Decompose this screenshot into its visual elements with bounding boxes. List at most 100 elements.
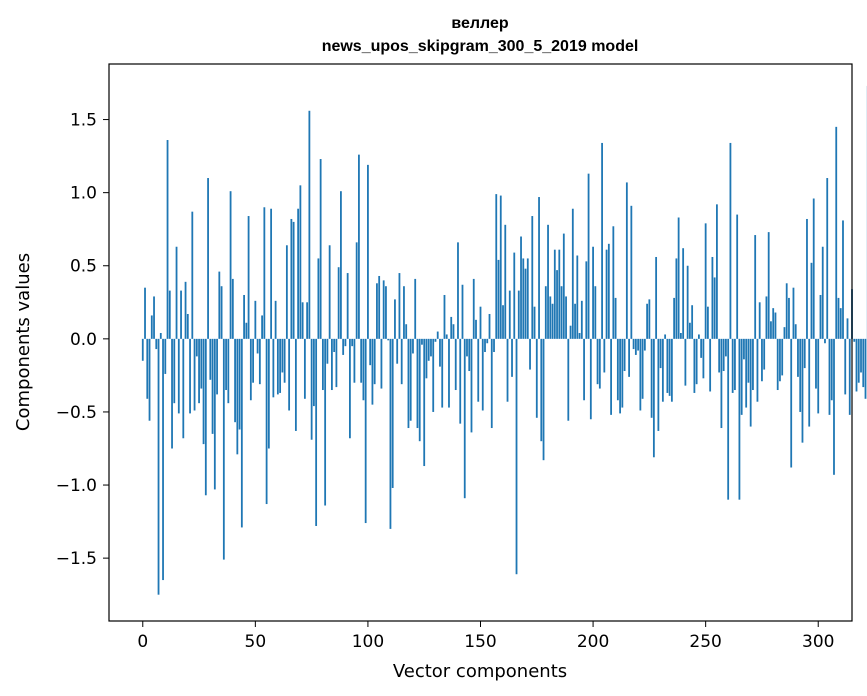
bar-component-95 — [355, 242, 358, 339]
bar-component-48 — [249, 338, 252, 401]
bar-component-80 — [321, 338, 324, 391]
bar-component-70 — [299, 185, 302, 339]
bar-component-238 — [677, 217, 680, 339]
bar-component-210 — [614, 297, 617, 339]
bar-component-124 — [421, 338, 423, 345]
bar-component-309 — [837, 297, 840, 339]
bar-component-213 — [621, 338, 624, 408]
bar-component-112 — [394, 299, 396, 339]
bar-component-105 — [378, 275, 381, 339]
bar-component-190 — [569, 325, 572, 339]
bar-component-281 — [774, 312, 777, 339]
bar-component-47 — [247, 216, 250, 339]
bar-component-97 — [360, 338, 363, 383]
bar-component-5 — [153, 296, 155, 339]
bar-component-182 — [551, 303, 554, 339]
bar-component-60 — [276, 338, 279, 395]
bar-component-211 — [616, 338, 619, 401]
y-axis-ticks: −1.5 −1.0 −0.5 0.0 0.5 1.0 1.5 — [56, 111, 109, 569]
bar-component-79 — [319, 159, 322, 339]
y-tick-label: −0.5 — [56, 403, 97, 423]
bar-component-304 — [826, 178, 829, 339]
bar-component-311 — [842, 220, 844, 339]
bar-component-294 — [803, 338, 806, 369]
bar-component-240 — [682, 248, 685, 339]
bar-component-158 — [497, 259, 500, 339]
bar-component-269 — [747, 338, 750, 383]
bar-component-295 — [806, 218, 808, 339]
x-tick-label: 300 — [802, 632, 834, 652]
bar-component-38 — [227, 338, 230, 404]
bar-component-109 — [387, 338, 390, 341]
bar-component-153 — [486, 338, 489, 344]
bar-component-40 — [231, 278, 234, 339]
y-tick-label: 0.0 — [70, 330, 97, 350]
bar-component-227 — [652, 338, 655, 458]
bar-component-143 — [463, 338, 466, 499]
bar-component-286 — [785, 283, 788, 339]
bar-component-150 — [479, 306, 482, 339]
bar-component-181 — [549, 296, 552, 339]
bar-component-155 — [490, 338, 493, 429]
bar-component-98 — [362, 338, 365, 401]
bar-component-160 — [502, 305, 504, 339]
bar-component-180 — [547, 224, 549, 339]
bar-component-206 — [605, 249, 608, 339]
bar-component-201 — [594, 286, 597, 339]
bar-component-203 — [598, 338, 601, 389]
bar-component-2 — [146, 338, 149, 399]
bar-component-183 — [553, 249, 556, 339]
bar-component-283 — [779, 338, 781, 382]
x-tick-label: 100 — [352, 632, 384, 652]
bar-component-163 — [508, 290, 511, 339]
bar-component-178 — [542, 338, 545, 461]
bar-component-264 — [736, 214, 739, 339]
bar-component-133 — [441, 338, 444, 408]
bar-component-42 — [236, 338, 239, 455]
bar-component-61 — [279, 338, 282, 393]
bar-component-164 — [511, 338, 513, 377]
bar-component-99 — [364, 338, 367, 524]
bar-component-200 — [592, 246, 594, 339]
bar-component-234 — [668, 338, 671, 396]
bar-component-207 — [607, 243, 610, 339]
bar-component-33 — [216, 338, 218, 395]
bar-component-265 — [738, 338, 741, 500]
bar-component-7 — [157, 338, 160, 595]
bar-component-11 — [166, 140, 169, 339]
bar-component-274 — [758, 302, 761, 339]
bar-component-169 — [522, 258, 525, 339]
bar-component-276 — [763, 338, 766, 370]
y-tick-label: −1.0 — [56, 476, 97, 496]
bar-component-116 — [403, 286, 405, 339]
x-tick-label: 250 — [689, 632, 721, 652]
bar-component-127 — [427, 338, 430, 361]
bar-component-114 — [398, 273, 401, 339]
bar-component-148 — [475, 319, 477, 339]
bar-component-198 — [587, 173, 590, 339]
bar-component-282 — [776, 338, 779, 391]
bar-component-35 — [220, 286, 223, 339]
bar-component-111 — [391, 338, 394, 488]
bar-component-130 — [434, 338, 437, 342]
bar-component-299 — [815, 338, 817, 389]
bar-component-103 — [373, 338, 376, 385]
bar-component-321 — [864, 338, 867, 399]
bar-component-16 — [177, 338, 180, 414]
bar-component-119 — [409, 338, 412, 421]
bar-component-17 — [180, 290, 182, 339]
bar-component-166 — [515, 338, 518, 575]
bar-component-20 — [186, 313, 189, 339]
plot-frame — [108, 63, 853, 622]
bar-component-226 — [650, 338, 653, 418]
bar-component-18 — [182, 338, 185, 439]
bar-component-230 — [659, 338, 662, 369]
bar-component-136 — [448, 338, 450, 408]
bar-component-186 — [560, 286, 563, 339]
bar-component-244 — [691, 305, 694, 339]
bar-component-195 — [580, 300, 583, 339]
bar-component-54 — [263, 207, 266, 339]
bar-component-67 — [292, 221, 295, 339]
bar-component-104 — [376, 283, 378, 339]
bar-component-72 — [303, 338, 306, 399]
